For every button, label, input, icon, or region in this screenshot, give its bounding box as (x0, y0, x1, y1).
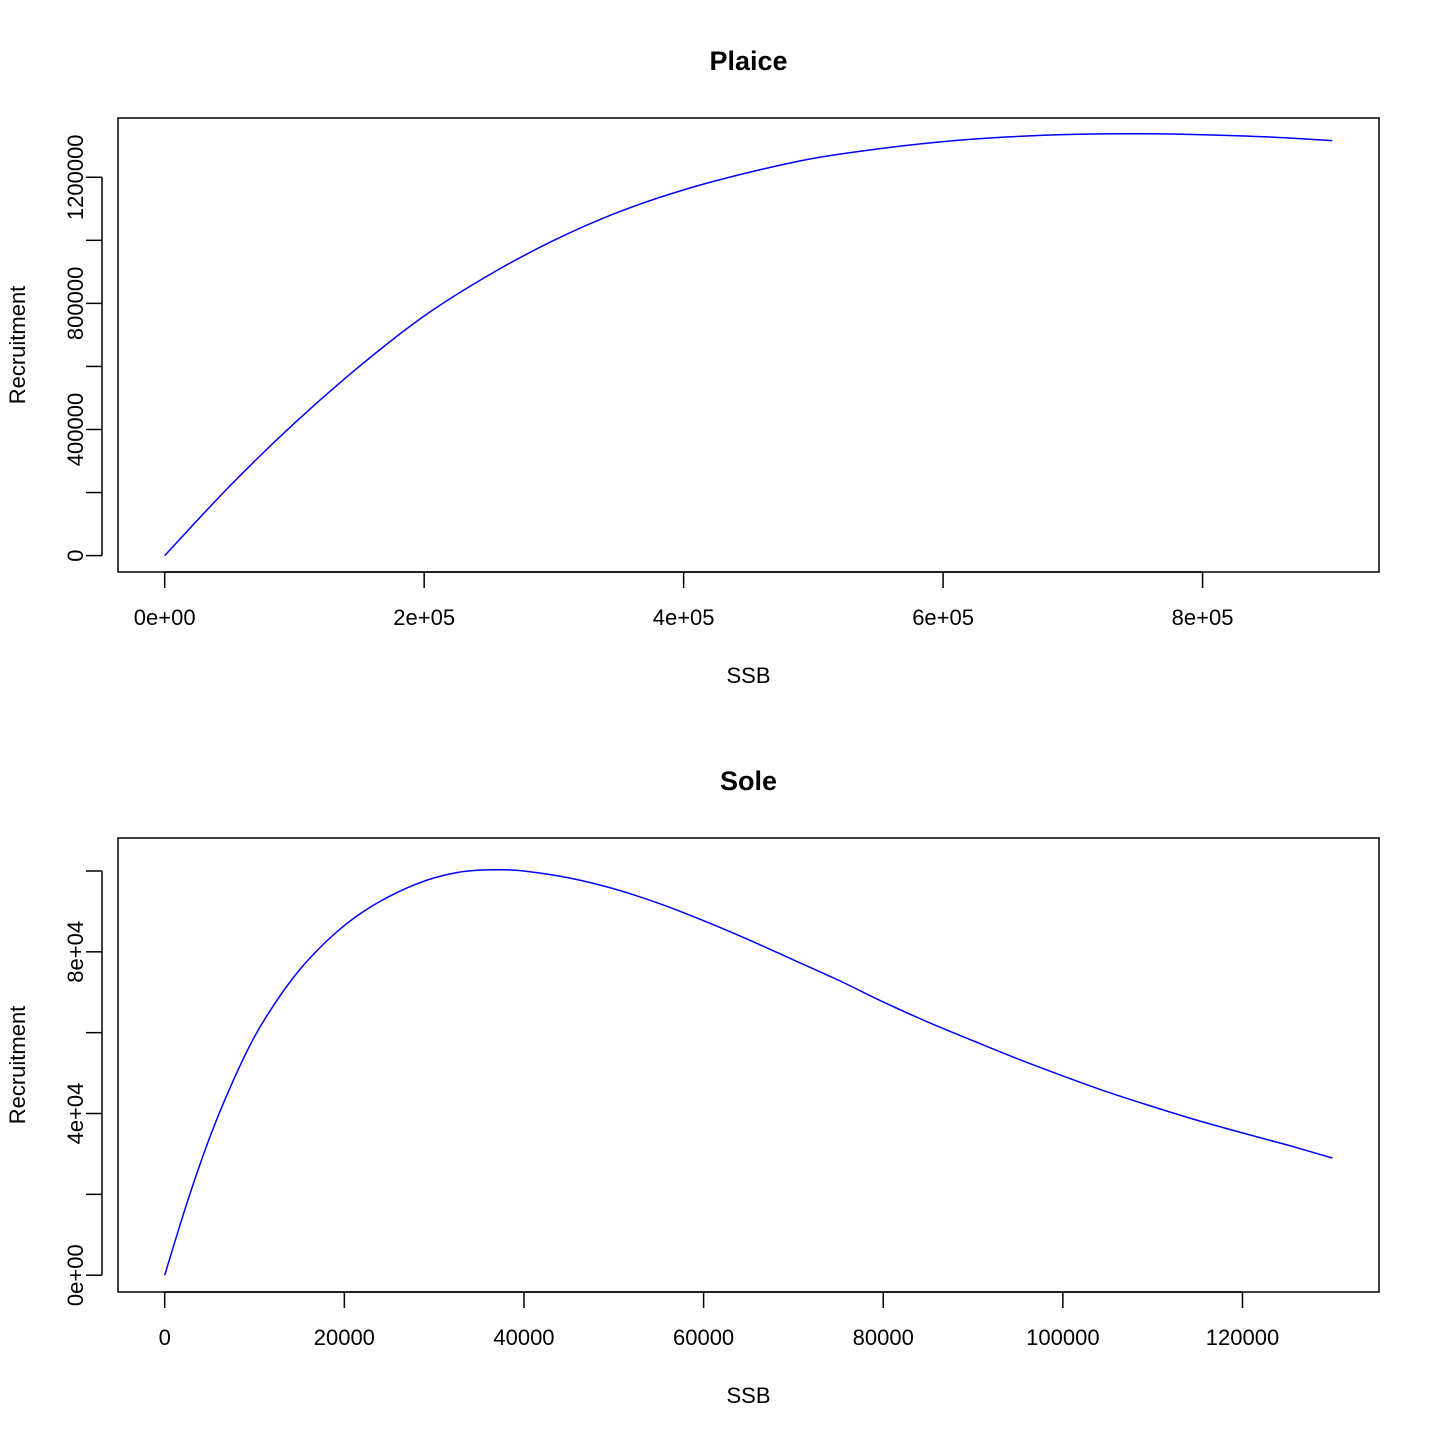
y-tick-label: 800000 (63, 267, 88, 340)
x-tick-label: 100000 (1026, 1325, 1099, 1350)
x-tick-label: 2e+05 (393, 605, 455, 630)
x-tick-label: 0 (159, 1325, 171, 1350)
y-tick-label: 1200000 (63, 134, 88, 220)
y-axis-label: Recruitment (5, 286, 30, 405)
x-tick-label: 4e+05 (653, 605, 715, 630)
x-tick-label: 0e+00 (134, 605, 196, 630)
x-axis-label: SSB (726, 663, 770, 688)
x-tick-label: 80000 (853, 1325, 914, 1350)
y-tick-label: 0 (63, 549, 88, 561)
series-line (164, 133, 1333, 557)
chart-panel-plaice: Plaice 0e+00 2e+05 4e+05 6e+05 8e+05 0 400000 80… (5, 46, 1380, 688)
y-tick-label: 4e+04 (63, 1083, 88, 1145)
series-line (163, 868, 1333, 1276)
plot-frame (117, 117, 1380, 573)
x-axis-label: SSB (726, 1383, 770, 1408)
x-tick-label: 60000 (673, 1325, 734, 1350)
y-tick-label: 400000 (63, 393, 88, 466)
x-tick-label: 120000 (1206, 1325, 1279, 1350)
x-tick-label: 40000 (493, 1325, 554, 1350)
chart-title: Plaice (709, 46, 787, 76)
chart-title: Sole (720, 766, 777, 796)
x-tick-label: 6e+05 (912, 605, 974, 630)
y-tick-label: 0e+00 (63, 1244, 88, 1306)
x-tick-label: 20000 (314, 1325, 375, 1350)
y-tick-label: 8e+04 (63, 921, 88, 983)
x-tick-label: 8e+05 (1172, 605, 1234, 630)
plot-frame (117, 837, 1380, 1293)
chart-panel-sole: Sole 0 20000 40000 60000 80000 100000 120000 0e+… (5, 766, 1380, 1408)
y-axis-label: Recruitment (5, 1006, 30, 1125)
